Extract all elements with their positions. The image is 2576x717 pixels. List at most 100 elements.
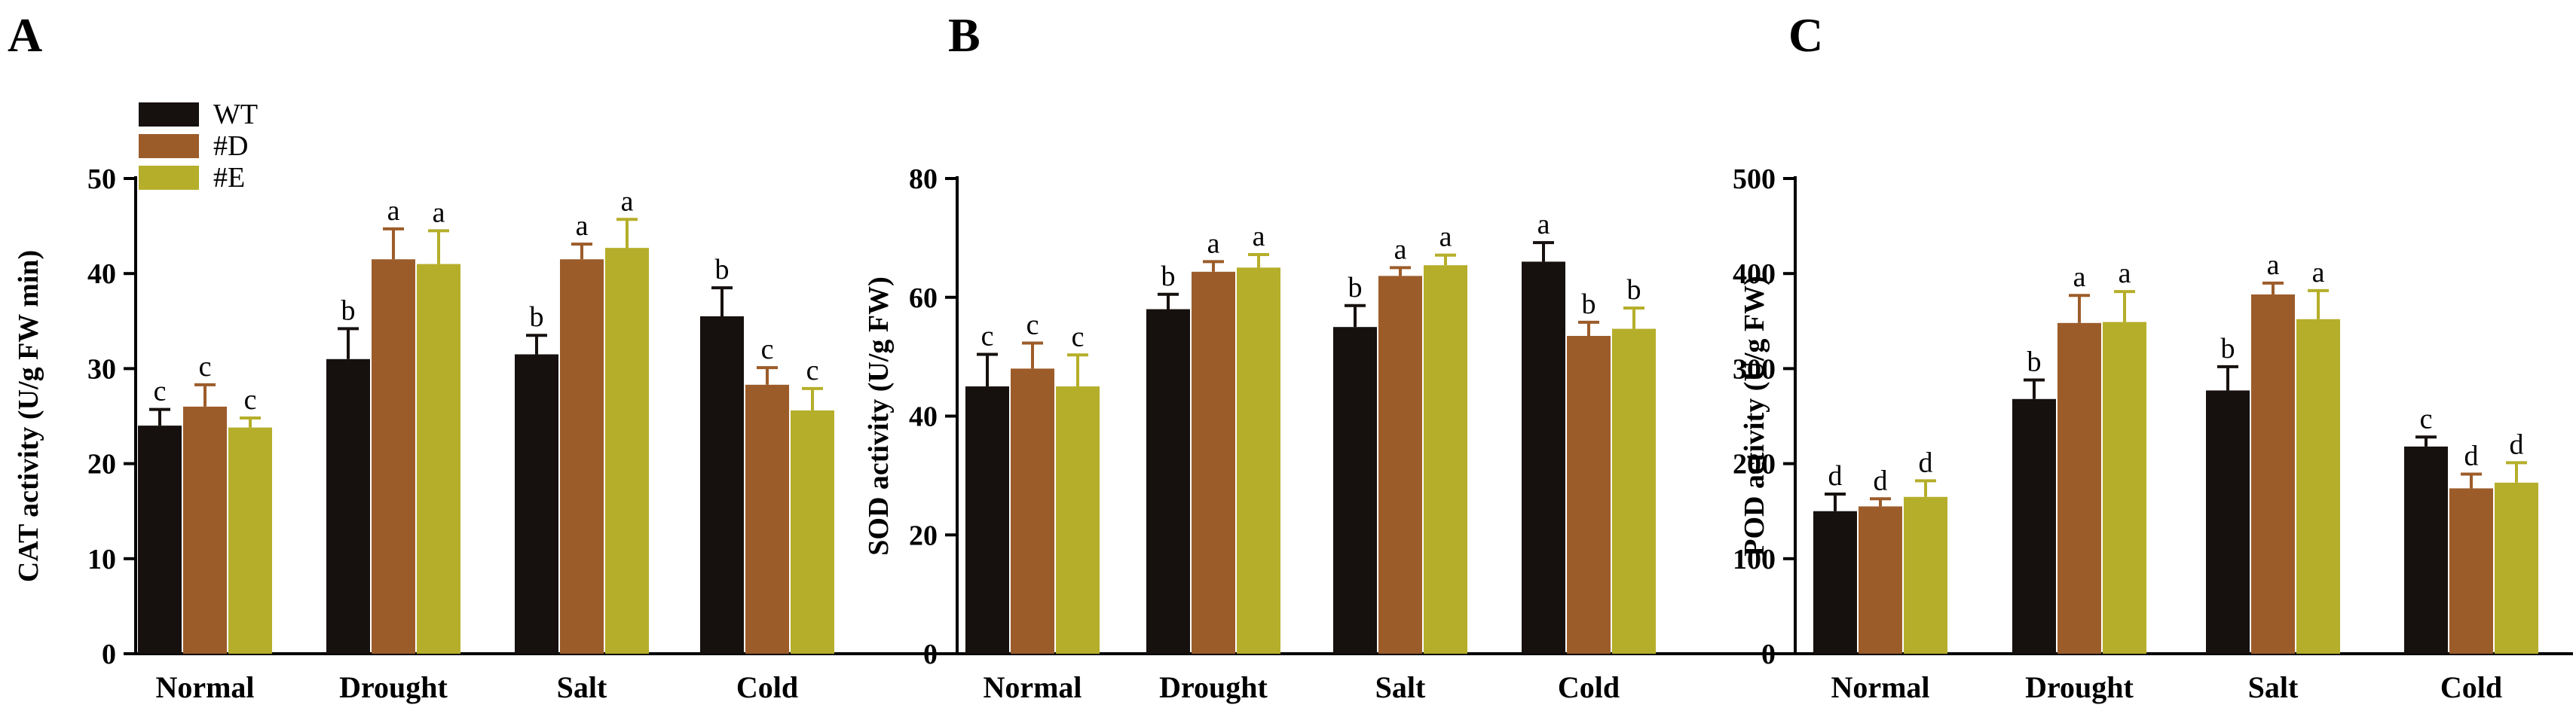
x-category-label: Salt bbox=[557, 670, 607, 704]
bar-D-normal bbox=[1859, 506, 1902, 654]
bar-D-cold bbox=[1567, 336, 1611, 654]
significance-label: c bbox=[1072, 321, 1085, 352]
bar-D-salt bbox=[1378, 276, 1422, 654]
significance-label: a bbox=[1394, 233, 1407, 265]
chart-panel-C: C POD activity (U/g FW) 0 100 200 300 400 500 No… bbox=[1733, 8, 2573, 704]
bar-D-cold bbox=[2449, 488, 2493, 654]
significance-label: a bbox=[1207, 227, 1220, 259]
bar-D-salt bbox=[560, 259, 604, 654]
significance-label: a bbox=[576, 210, 589, 242]
significance-label: b bbox=[1627, 274, 1641, 306]
y-tick-label: 20 bbox=[909, 520, 938, 551]
bar-WT-normal bbox=[1813, 511, 1857, 654]
significance-label: b bbox=[341, 294, 356, 326]
panel-letter: B bbox=[948, 8, 981, 62]
bar-E-salt bbox=[605, 248, 649, 654]
legend-swatch bbox=[139, 166, 199, 190]
bar-E-drought bbox=[2103, 322, 2146, 654]
panel-letter: C bbox=[1788, 8, 1823, 62]
bar-WT-salt bbox=[515, 354, 558, 654]
bar-WT-salt bbox=[2206, 390, 2250, 654]
bar-WT-drought bbox=[326, 358, 370, 654]
y-tick-label: 60 bbox=[909, 282, 938, 314]
chart-panel-B: B SOD activity (U/g FW) 0 20 40 60 80 Normal c c c… bbox=[863, 8, 1794, 704]
y-tick-label: 0 bbox=[102, 639, 116, 670]
chart-panel-A: A CAT activity (U/g FW min) 0 10 20 30 40 50 Nor… bbox=[8, 8, 960, 704]
x-category-label: Drought bbox=[1159, 670, 1268, 704]
significance-label: b bbox=[2221, 333, 2235, 365]
x-category-label: Cold bbox=[1558, 670, 1620, 704]
significance-label: b bbox=[715, 254, 730, 285]
bar-D-normal bbox=[183, 406, 227, 654]
bar-WT-normal bbox=[138, 426, 182, 654]
significance-label: d bbox=[1874, 465, 1888, 496]
bar-WT-normal bbox=[965, 386, 1009, 654]
x-category-label: Salt bbox=[2248, 670, 2299, 704]
y-axis-label: CAT activity (U/g FW min) bbox=[13, 250, 44, 582]
bar-D-cold bbox=[745, 384, 789, 654]
significance-label: c bbox=[199, 351, 212, 383]
y-tick-label: 40 bbox=[87, 258, 116, 290]
significance-label: a bbox=[1537, 209, 1550, 240]
significance-label: d bbox=[1919, 447, 1933, 478]
y-tick-label: 80 bbox=[909, 163, 938, 195]
bar-E-normal bbox=[1904, 496, 1947, 654]
legend: WT#D#E bbox=[139, 99, 258, 194]
y-tick-label: 0 bbox=[1761, 639, 1776, 670]
bar-E-salt bbox=[1424, 265, 1467, 654]
significance-label: a bbox=[433, 197, 445, 228]
bar-WT-drought bbox=[2012, 398, 2056, 654]
significance-label: b bbox=[1161, 261, 1176, 292]
panel-letter: A bbox=[8, 8, 42, 62]
x-category-label: Cold bbox=[2440, 670, 2502, 704]
legend-label: WT bbox=[213, 99, 258, 130]
significance-label: c bbox=[154, 376, 167, 407]
significance-label: a bbox=[2312, 257, 2325, 288]
bar-WT-drought bbox=[1146, 309, 1190, 654]
y-tick-label: 0 bbox=[923, 639, 938, 670]
significance-label: c bbox=[2420, 403, 2433, 435]
significance-label: d bbox=[2510, 429, 2524, 460]
bar-D-drought bbox=[1192, 271, 1235, 654]
bar-E-cold bbox=[791, 410, 834, 654]
legend-swatch bbox=[139, 134, 199, 158]
legend-label: #D bbox=[213, 130, 248, 162]
bar-E-salt bbox=[2296, 319, 2340, 654]
significance-label: c bbox=[244, 384, 257, 416]
significance-label: a bbox=[621, 185, 634, 217]
y-tick-label: 400 bbox=[1733, 258, 1776, 290]
y-tick-label: 10 bbox=[87, 544, 116, 575]
bar-D-normal bbox=[1011, 368, 1054, 654]
bar-E-normal bbox=[228, 427, 272, 654]
y-axis-label: POD activity (U/g FW) bbox=[1739, 276, 1770, 557]
y-tick-label: 500 bbox=[1733, 163, 1776, 195]
significance-label: b bbox=[2027, 346, 2042, 378]
x-category-label: Normal bbox=[155, 670, 254, 704]
significance-label: d bbox=[1828, 460, 1843, 492]
bar-WT-cold bbox=[2404, 446, 2448, 654]
bar-E-cold bbox=[2495, 482, 2538, 654]
y-tick-label: 200 bbox=[1733, 449, 1776, 481]
x-category-label: Normal bbox=[1831, 670, 1929, 704]
significance-label: d bbox=[2464, 440, 2479, 471]
bar-D-salt bbox=[2251, 294, 2295, 654]
significance-label: c bbox=[981, 320, 994, 352]
significance-label: a bbox=[1253, 221, 1265, 252]
y-axis-label: SOD activity (U/g FW) bbox=[863, 276, 895, 555]
bar-WT-cold bbox=[700, 316, 744, 654]
y-tick-label: 30 bbox=[87, 353, 116, 385]
y-tick-label: 40 bbox=[909, 401, 938, 433]
significance-label: a bbox=[387, 195, 400, 227]
bar-E-normal bbox=[1056, 386, 1100, 654]
x-category-label: Cold bbox=[736, 670, 798, 704]
significance-label: c bbox=[761, 334, 774, 365]
significance-label: c bbox=[806, 355, 819, 386]
y-tick-label: 300 bbox=[1733, 353, 1776, 385]
x-category-label: Normal bbox=[983, 670, 1081, 704]
x-category-label: Drought bbox=[339, 670, 448, 704]
significance-label: c bbox=[1026, 309, 1039, 340]
significance-label: b bbox=[1348, 272, 1363, 304]
bar-E-cold bbox=[1612, 328, 1656, 654]
x-category-label: Salt bbox=[1375, 670, 1426, 704]
